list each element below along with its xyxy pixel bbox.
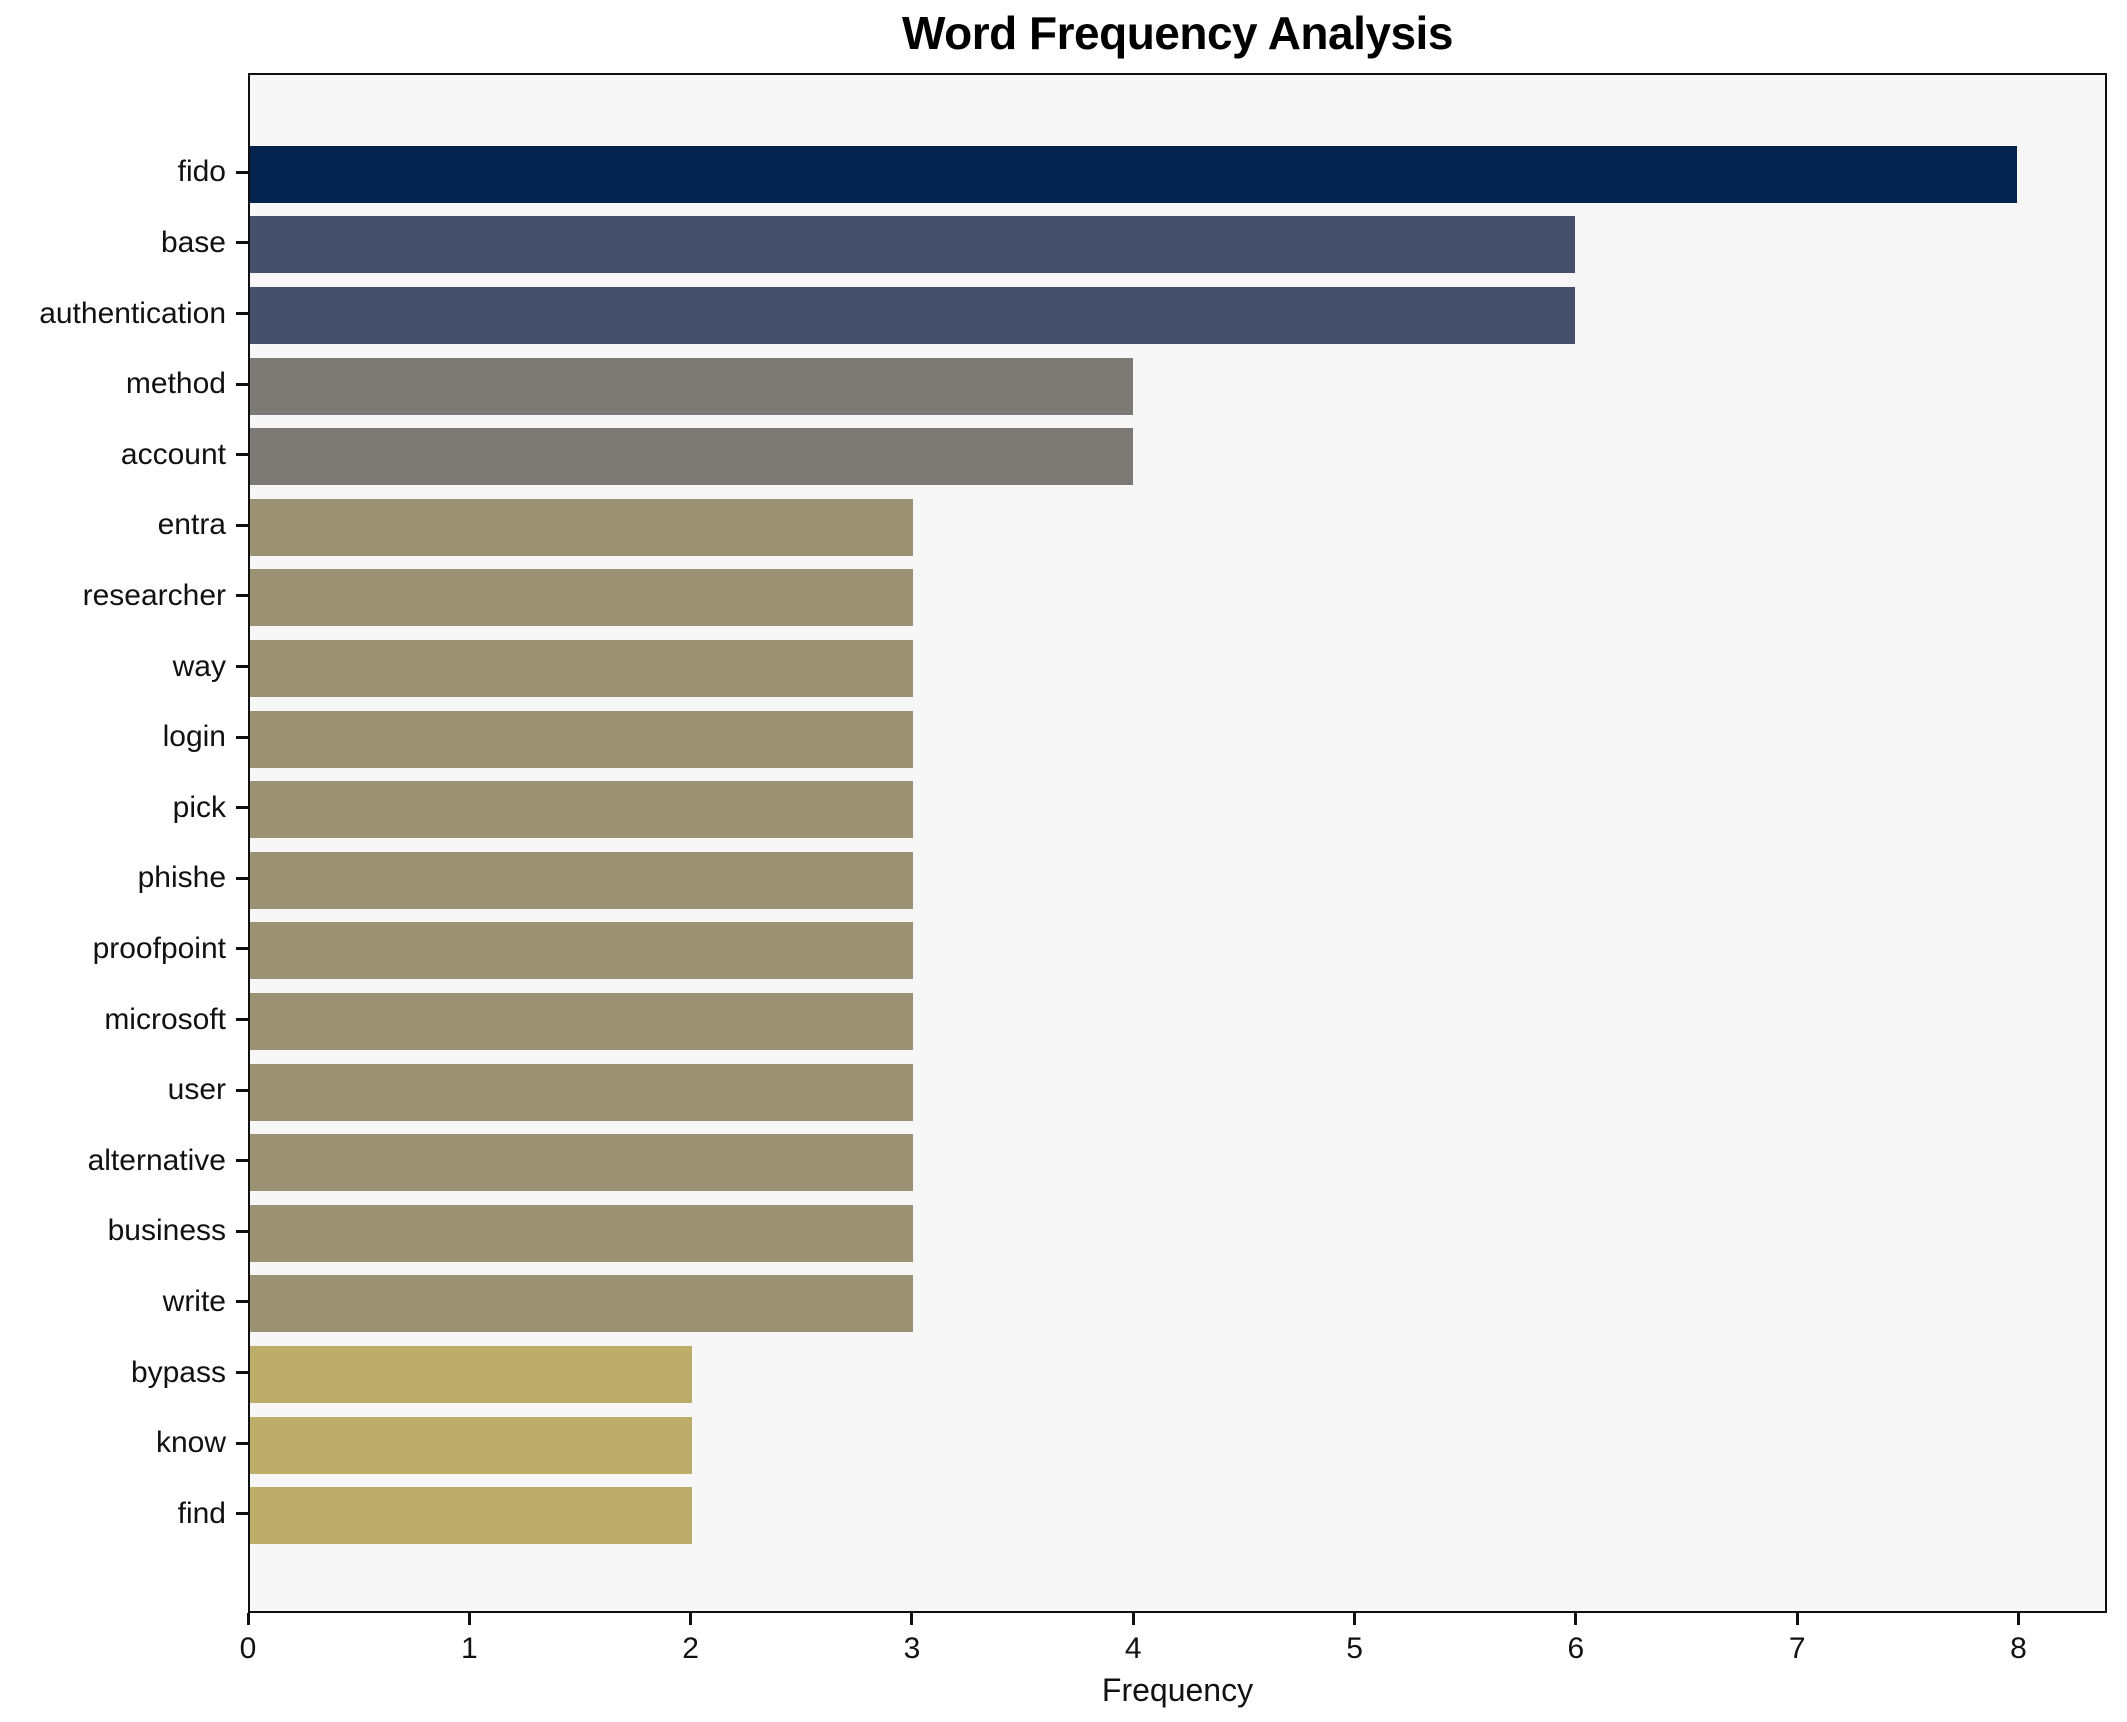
bar-method (250, 357, 1134, 415)
y-tick-mark (236, 1371, 248, 1374)
y-tick-mark (236, 1441, 248, 1445)
y-tick-label: phishe (137, 861, 226, 895)
y-tick-label: know (155, 1426, 226, 1460)
bar-know (250, 1416, 692, 1474)
y-tick-label: proofpoint (92, 931, 226, 965)
x-tick-label: 0 (239, 1632, 257, 1665)
x-tick-mark (1795, 1613, 1799, 1625)
x-tick-label: 7 (1788, 1632, 1806, 1665)
y-tick-label: alternative (87, 1143, 226, 1177)
y-tick-label: way (172, 649, 226, 683)
bar-microsoft (250, 993, 913, 1050)
bar-researcher (250, 569, 913, 627)
y-tick-mark (236, 806, 248, 810)
y-tick-mark (236, 1300, 248, 1304)
bar-find (250, 1487, 692, 1545)
y-tick-mark (236, 876, 248, 880)
y-tick-label: user (167, 1073, 226, 1107)
bar-write (250, 1275, 913, 1333)
bar-entra (250, 498, 913, 556)
y-tick-label: business (107, 1214, 226, 1248)
x-tick-label: 8 (2010, 1632, 2027, 1665)
x-tick-mark (1574, 1613, 1578, 1625)
x-tick-label: 5 (1346, 1632, 1363, 1665)
x-tick-label: 3 (903, 1632, 921, 1665)
y-tick-label: entra (157, 508, 226, 542)
bar-phishe (250, 851, 913, 909)
y-tick-label: researcher (82, 578, 226, 612)
y-tick-label: bypass (130, 1355, 226, 1389)
x-tick-label: 2 (682, 1632, 699, 1665)
y-tick-mark (236, 735, 248, 739)
bar-proofpoint (250, 922, 913, 980)
y-tick-label: microsoft (104, 1002, 226, 1036)
y-tick-label: login (162, 720, 226, 754)
y-tick-mark (236, 1229, 248, 1233)
y-tick-mark (236, 241, 248, 245)
x-tick-mark (1131, 1613, 1135, 1625)
bar-login (250, 710, 913, 768)
y-tick-label: base (160, 225, 226, 259)
y-tick-mark (236, 1018, 248, 1021)
bar-way (250, 640, 913, 697)
y-tick-mark (236, 665, 248, 668)
x-tick-label: 4 (1124, 1632, 1142, 1665)
y-tick-label: fido (177, 155, 226, 189)
y-tick-mark (236, 1512, 248, 1516)
plot-area (248, 73, 2107, 1613)
y-tick-mark (236, 312, 248, 315)
x-tick-mark (2016, 1613, 2020, 1625)
bar-base (250, 216, 1575, 274)
x-tick-mark (467, 1613, 471, 1625)
y-tick-label: find (177, 1496, 226, 1530)
y-tick-mark (236, 1159, 248, 1163)
y-tick-label: method (125, 367, 226, 401)
bar-fido (250, 145, 2017, 203)
y-tick-mark (236, 594, 248, 598)
x-tick-label: 1 (460, 1632, 478, 1665)
y-tick-label: authentication (39, 296, 226, 330)
x-tick-mark (1353, 1613, 1357, 1625)
x-tick-mark (910, 1613, 914, 1625)
x-tick-mark (689, 1613, 693, 1625)
y-tick-label: write (162, 1284, 226, 1318)
y-tick-mark (236, 1088, 248, 1092)
y-tick-mark (236, 382, 248, 386)
x-tick-label: 6 (1567, 1632, 1585, 1665)
y-tick-mark (236, 947, 248, 951)
bar-authentication (250, 287, 1575, 344)
bar-business (250, 1204, 913, 1262)
x-axis-label: Frequency (1101, 1672, 1254, 1708)
bar-bypass (250, 1346, 692, 1403)
y-tick-mark (236, 523, 248, 527)
chart-title: Word Frequency Analysis (902, 7, 1453, 59)
y-tick-mark (236, 453, 248, 457)
x-tick-mark (246, 1613, 250, 1625)
y-tick-label: pick (172, 790, 226, 824)
bar-alternative (250, 1134, 913, 1192)
y-tick-mark (236, 170, 248, 174)
y-tick-label: account (120, 437, 226, 471)
bar-pick (250, 781, 913, 839)
bar-account (250, 428, 1134, 486)
bar-user (250, 1063, 913, 1121)
